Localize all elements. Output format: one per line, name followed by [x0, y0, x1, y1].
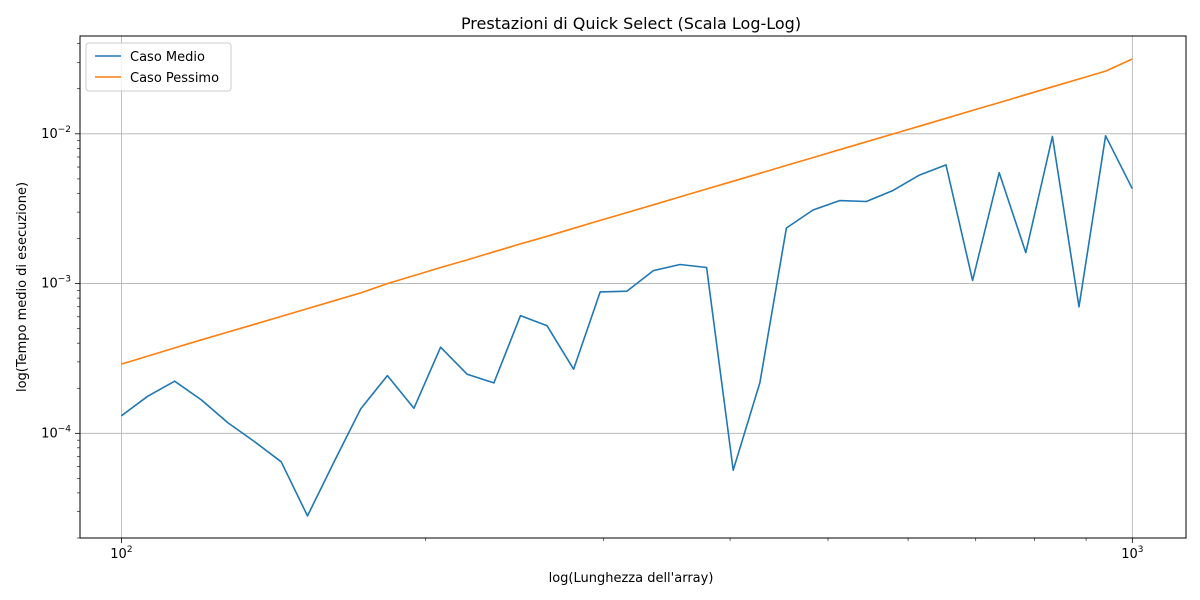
x-tick-label: 103: [1121, 545, 1143, 562]
series-lines: [120, 58, 1134, 517]
series-line-caso-pessimo: [121, 58, 1133, 365]
legend: Caso Medio Caso Pessimo: [85, 42, 232, 92]
grid: [80, 36, 1186, 538]
axis-ticks: 102 103 10−4 10−3 10−2: [41, 43, 1143, 562]
legend-label: Caso Pessimo: [130, 71, 219, 86]
y-tick-label: 10−2: [41, 125, 71, 142]
legend-box: [85, 42, 232, 92]
y-tick-label: 10−4: [41, 424, 71, 441]
x-axis-label: log(Lunghezza dell'array): [549, 571, 714, 586]
legend-label: Caso Medio: [130, 50, 205, 65]
chart-title: Prestazioni di Quick Select (Scala Log-L…: [461, 14, 801, 33]
x-tick-label: 102: [110, 545, 132, 562]
y-axis-label: log(Tempo medio di esecuzione): [15, 182, 30, 392]
series-line-caso-medio: [120, 135, 1134, 517]
y-tick-label: 10−3: [41, 275, 71, 292]
plot-frame: [79, 35, 1187, 539]
